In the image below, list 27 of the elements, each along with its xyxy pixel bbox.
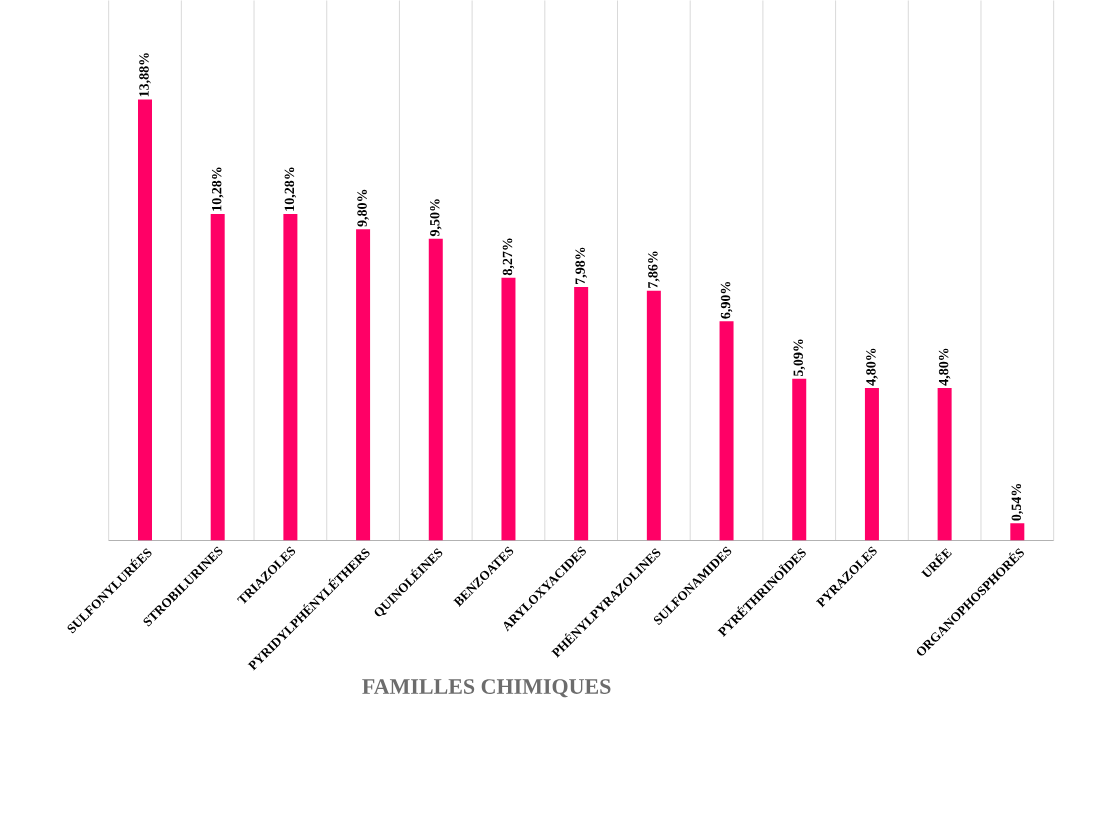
bar — [501, 277, 516, 541]
bar — [719, 321, 734, 541]
data-label: 5,09% — [793, 339, 805, 376]
data-label: 9,80% — [357, 189, 369, 227]
bar — [356, 228, 371, 541]
data-label: 7,86% — [648, 251, 660, 288]
bar — [283, 213, 298, 541]
bar — [937, 387, 952, 541]
bar — [210, 213, 225, 541]
data-label: 7,98% — [575, 247, 587, 284]
x-axis-title: FAMILLES CHIMIQUES — [362, 678, 611, 698]
data-label: 10,28% — [284, 167, 297, 211]
data-label: 8,27% — [502, 238, 515, 275]
bar — [138, 99, 152, 541]
data-label: 4,80% — [866, 348, 878, 386]
bar — [1010, 523, 1025, 541]
data-label: 4,80% — [938, 348, 951, 386]
bar — [428, 238, 443, 541]
bar — [574, 286, 589, 541]
data-label: 6,90% — [720, 281, 733, 319]
data-label: 13,88% — [139, 52, 151, 97]
bar — [792, 378, 807, 541]
bar — [864, 387, 879, 541]
bar — [646, 290, 661, 541]
data-label: 9,50% — [430, 199, 442, 236]
data-label: 10,28% — [211, 167, 224, 211]
data-label: 0,54% — [1011, 483, 1024, 521]
